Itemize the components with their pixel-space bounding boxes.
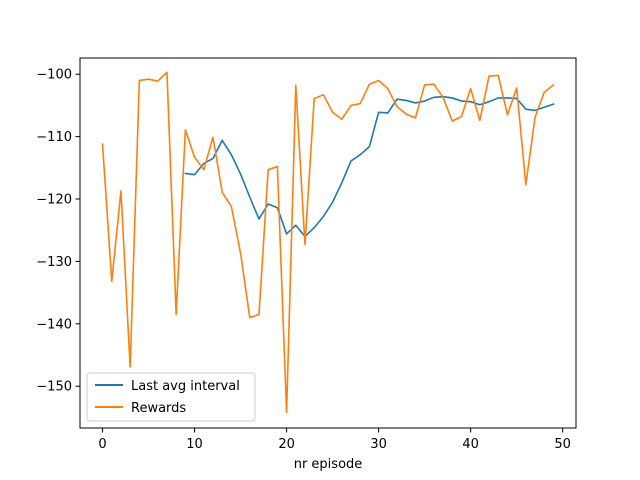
series-line-last-avg-interval — [184, 95, 555, 238]
x-tick-label: 10 — [186, 437, 203, 452]
legend-label-last-avg-interval: Last avg interval — [131, 379, 240, 394]
legend-box — [86, 372, 256, 422]
legend-label-rewards: Rewards — [131, 401, 186, 416]
series-line-rewards — [101, 71, 555, 414]
x-tick-label: 50 — [554, 437, 571, 452]
legend: Last avg interval Rewards — [86, 372, 256, 422]
y-tick-label: −120 — [36, 193, 72, 208]
plot-frame — [79, 57, 577, 429]
x-tick-label: 20 — [278, 437, 295, 452]
y-axis: −150 −140 −130 −120 −110 −100 — [36, 68, 80, 395]
x-axis: 0 10 20 30 40 50 — [98, 428, 571, 452]
x-axis-label: nr episode — [294, 457, 363, 472]
y-tick-label: −140 — [36, 317, 72, 332]
x-tick-label: 0 — [98, 437, 106, 452]
y-tick-label: −110 — [36, 130, 72, 145]
x-tick-label: 30 — [370, 437, 387, 452]
y-tick-label: −100 — [36, 68, 72, 83]
x-tick-label: 40 — [462, 437, 479, 452]
plot-lines — [101, 71, 555, 414]
y-tick-label: −130 — [36, 255, 72, 270]
y-tick-label: −150 — [36, 380, 72, 395]
